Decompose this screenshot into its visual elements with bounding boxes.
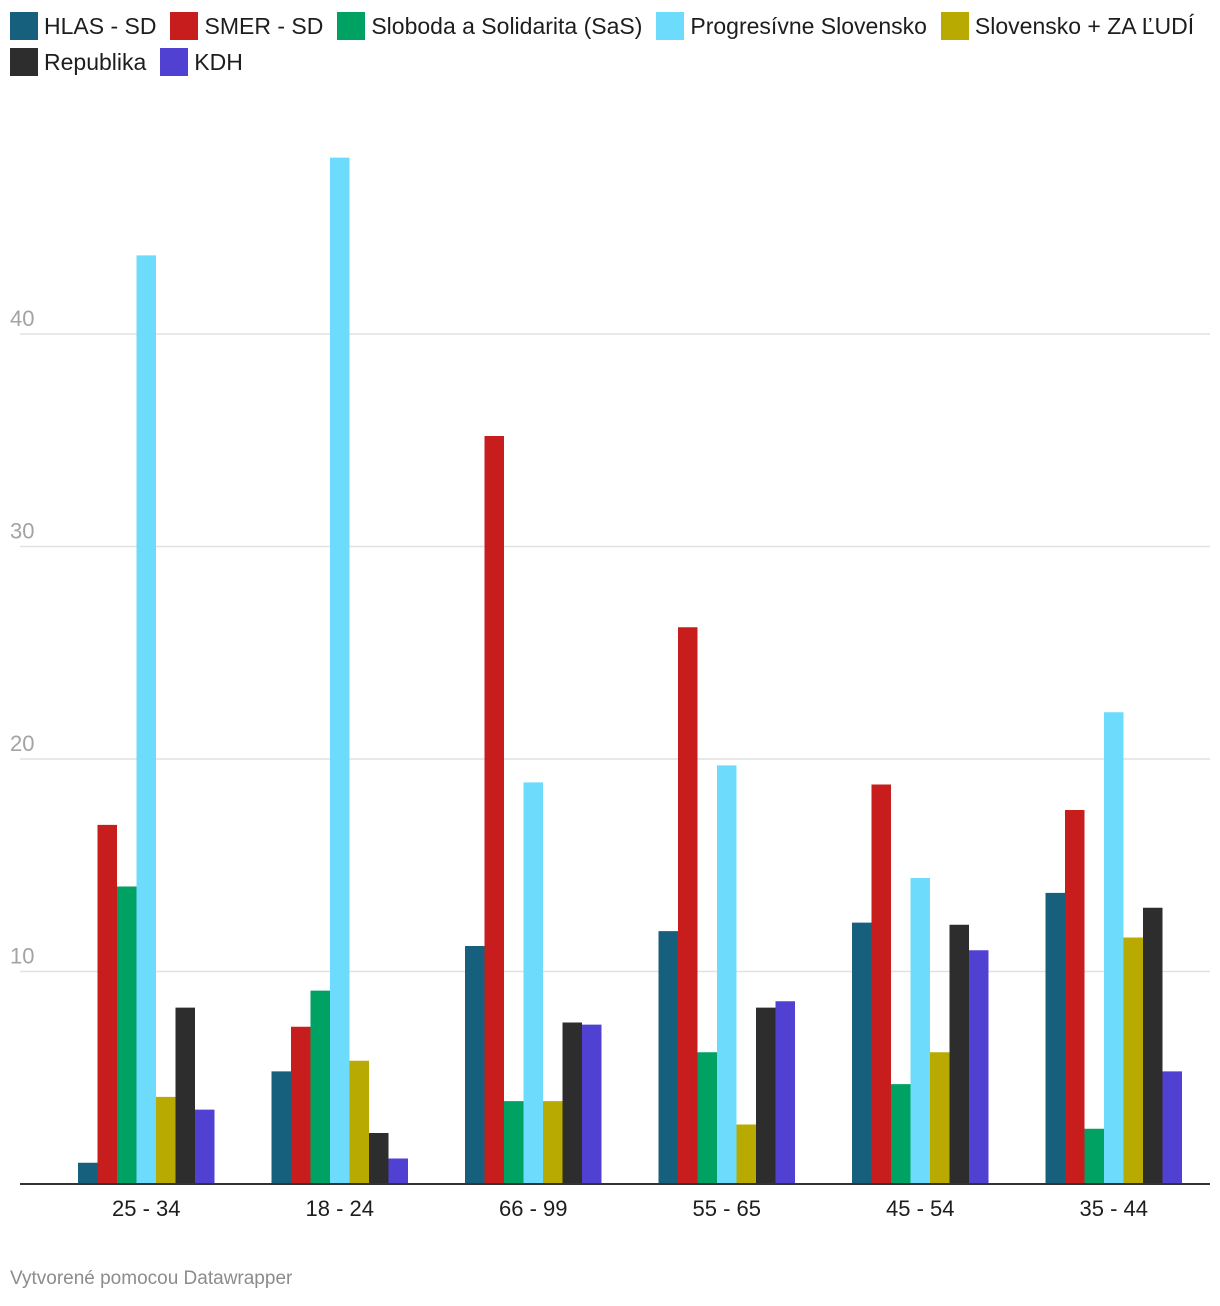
bar <box>543 1101 563 1184</box>
legend-item: Progresívne Slovensko <box>656 8 927 44</box>
bar <box>504 1101 524 1184</box>
bar <box>562 1022 582 1184</box>
bar <box>523 782 543 1184</box>
bar <box>97 824 117 1184</box>
x-tick-label: 55 - 65 <box>693 1196 762 1221</box>
bar <box>871 784 891 1184</box>
x-tick-label: 18 - 24 <box>306 1196 375 1221</box>
credit-text: Vytvorené pomocou Datawrapper <box>10 1268 293 1289</box>
bar <box>156 1096 176 1184</box>
bar <box>1084 1128 1104 1184</box>
x-tick-label: 45 - 54 <box>886 1196 955 1221</box>
legend-label: Slovensko + ZA ĽUDÍ <box>974 13 1195 39</box>
legend-swatch <box>10 48 38 76</box>
bar <box>388 1158 408 1184</box>
legend-item: Slovensko + ZA ĽUDÍ <box>940 8 1195 44</box>
legend-label: Sloboda a Solidarita (SaS) <box>371 13 643 39</box>
bar <box>678 627 698 1184</box>
bar <box>736 1124 756 1184</box>
bar <box>310 990 330 1184</box>
bar <box>1162 1071 1182 1184</box>
y-tick-label: 10 <box>10 944 34 969</box>
bar-chart: 10 20 30 40 25 - 34 18 - 24 66 - 99 55 - 65 45 -… <box>10 157 1210 1221</box>
bar <box>484 436 504 1184</box>
bar <box>175 1007 195 1184</box>
legend-label: Republika <box>44 49 147 75</box>
bar <box>291 1026 311 1184</box>
bar <box>1123 937 1143 1184</box>
bar <box>852 922 872 1184</box>
legend-label: HLAS - SD <box>44 13 157 39</box>
bar <box>910 878 930 1184</box>
x-tick-label: 35 - 44 <box>1080 1196 1149 1221</box>
chart-legend: HLAS - SD SMER - SD Sloboda a Solidarita (… <box>10 8 1210 80</box>
legend-label: KDH <box>194 49 243 75</box>
bar <box>582 1024 602 1184</box>
legend-swatch <box>160 48 189 76</box>
legend-item: SMER - SD <box>170 8 323 44</box>
bar <box>195 1109 215 1184</box>
bar <box>658 931 678 1184</box>
bar <box>117 886 137 1184</box>
legend-item: Republika <box>10 44 146 80</box>
bar <box>465 946 485 1184</box>
bar <box>1143 907 1163 1184</box>
legend-swatch <box>170 12 199 40</box>
bar <box>369 1133 389 1184</box>
legend-label: Progresívne Slovensko <box>690 13 927 39</box>
x-tick-label: 66 - 99 <box>499 1196 568 1221</box>
bar <box>756 1007 776 1184</box>
y-tick-label: 20 <box>10 731 34 756</box>
legend-swatch <box>10 12 38 40</box>
bar <box>1065 810 1085 1184</box>
bar <box>775 1001 795 1184</box>
legend-item: HLAS - SD <box>10 8 156 44</box>
bar <box>969 950 989 1184</box>
legend-swatch <box>337 12 366 40</box>
legend-item: Sloboda a Solidarita (SaS) <box>337 8 642 44</box>
y-tick-label: 40 <box>10 306 34 331</box>
bar <box>136 255 156 1184</box>
x-tick-label: 25 - 34 <box>112 1196 181 1221</box>
bar <box>697 1052 717 1184</box>
legend-label: SMER - SD <box>204 13 324 39</box>
bar <box>271 1071 291 1184</box>
legend-item: KDH <box>160 44 243 80</box>
legend-swatch <box>656 12 685 40</box>
bar <box>330 157 350 1184</box>
bar <box>78 1162 98 1184</box>
bar <box>930 1052 950 1184</box>
legend-swatch <box>940 12 969 40</box>
bar <box>1104 712 1124 1184</box>
bar <box>349 1060 369 1184</box>
bar <box>891 1084 911 1184</box>
bar <box>949 924 969 1184</box>
bar <box>717 765 737 1184</box>
y-tick-label: 30 <box>10 519 34 544</box>
bar <box>1045 892 1065 1184</box>
